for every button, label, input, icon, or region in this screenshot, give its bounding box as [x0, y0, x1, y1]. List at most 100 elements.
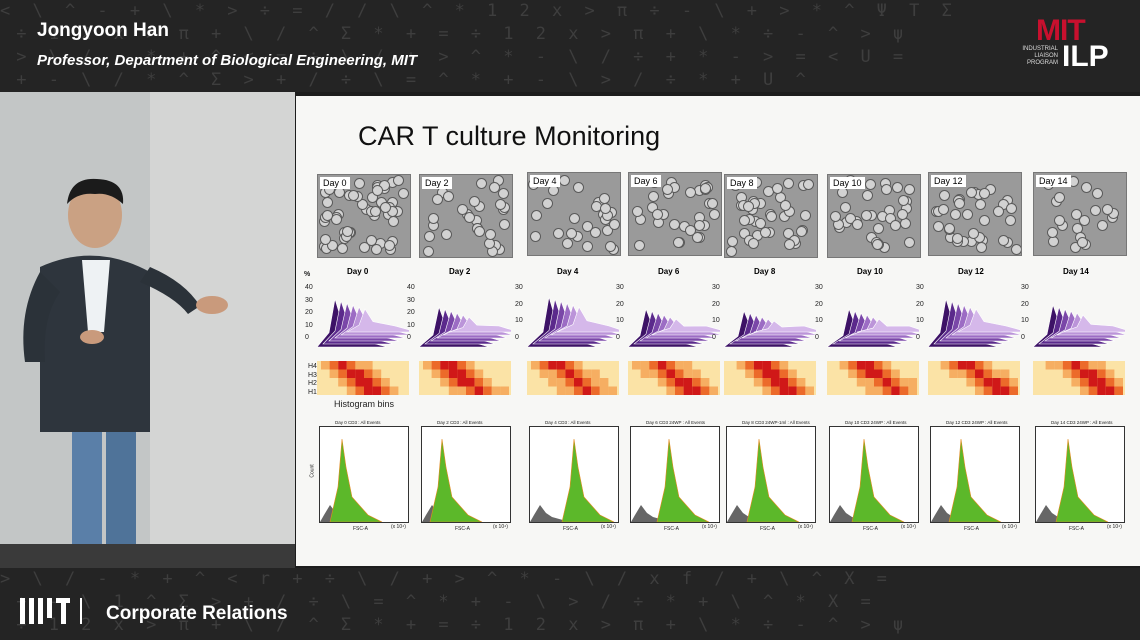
cell-dot — [871, 239, 883, 251]
slide-title: CAR T culture Monitoring — [358, 121, 661, 151]
heatmap-cell — [762, 369, 771, 378]
cell-dot — [494, 198, 506, 210]
heatmap-cell — [666, 369, 675, 378]
ridge-day-label: Day 12 — [958, 267, 984, 276]
ridge-series — [448, 316, 511, 333]
cell-dot — [331, 214, 343, 226]
heatmap-cell — [891, 378, 900, 387]
ridge-y-tick: 30 — [815, 284, 823, 291]
cell-dot — [865, 179, 877, 191]
heatmap-cell — [865, 369, 874, 378]
heatmap-cell — [779, 361, 789, 370]
heatmap-cell — [1062, 369, 1072, 378]
heatmap-cell — [389, 386, 399, 395]
heatmap-cell — [683, 378, 693, 387]
cell-dot — [608, 218, 620, 230]
ridge-y-tick: 40 — [305, 284, 313, 291]
debris-population — [530, 505, 570, 522]
heatmap-cell — [657, 361, 667, 370]
heatmap-cell — [856, 369, 866, 378]
cell-dot — [569, 213, 581, 225]
cell-dot — [759, 226, 771, 238]
heatmap-cell — [1088, 361, 1098, 370]
flow-x-unit: (x 10⁴) — [1002, 524, 1017, 530]
heatmap-panel — [827, 361, 919, 395]
flow-histogram — [319, 426, 409, 523]
ridge-y-tick: 0 — [515, 334, 519, 341]
ridge-series — [1062, 314, 1125, 333]
heatmap-cell — [591, 378, 600, 387]
heatmap-cell — [381, 386, 390, 395]
heatmap-cell — [891, 386, 900, 395]
heatmap-cell — [548, 378, 557, 387]
cell-dot — [371, 243, 383, 255]
flow-histogram — [630, 426, 720, 523]
heatmap-cell — [457, 386, 466, 395]
heatmap-cell — [1097, 386, 1106, 395]
heatmap-cell — [548, 369, 557, 378]
flow-y-label: Count — [309, 464, 316, 478]
heatmap-cell — [865, 378, 874, 387]
cell-dot — [320, 233, 332, 245]
heatmap-cell — [364, 361, 373, 370]
cell-dot — [830, 211, 842, 222]
heatmap-cell — [966, 369, 975, 378]
heatmap-cell — [683, 361, 693, 370]
heatmap-cell — [666, 386, 675, 395]
heatmap-cell — [431, 361, 441, 370]
cell-population — [948, 438, 1002, 522]
heatmap-cell — [709, 386, 718, 395]
micrograph-panel: Day 12 — [928, 172, 1022, 256]
heatmap-cell — [788, 378, 797, 387]
heatmap-cell — [556, 386, 566, 395]
heatmap-cell — [440, 369, 449, 378]
heatmap-cell — [675, 369, 684, 378]
ridge-y-tick: 20 — [407, 309, 415, 316]
ridgeline-plot — [1033, 303, 1125, 348]
micrograph-panel: Day 8 — [724, 174, 818, 258]
heatmap-cell — [891, 369, 900, 378]
ridge-y-tick: 20 — [305, 309, 313, 316]
cell-dot — [388, 215, 400, 227]
cell-dot — [700, 183, 712, 195]
debris-population — [727, 505, 767, 522]
heatmap-cell — [423, 361, 432, 370]
cell-dot — [904, 237, 916, 249]
cell-dot — [484, 229, 496, 241]
heatmap-cell — [762, 378, 771, 387]
cell-dot — [993, 206, 1005, 218]
micrograph-day-label: Day 12 — [931, 175, 966, 187]
heatmap-cell — [992, 386, 1001, 395]
cell-dot — [685, 225, 697, 237]
heatmap-cell — [1071, 369, 1080, 378]
cell-dot — [694, 220, 706, 232]
heat-row-label: H1 — [308, 388, 317, 396]
ridge-y-tick: 30 — [916, 284, 924, 291]
heatmap-cell — [466, 361, 475, 370]
flow-x-unit: (x 10⁴) — [901, 524, 916, 530]
heat-row-label: H4 — [308, 363, 317, 370]
ridge-day-label: Day 8 — [754, 267, 776, 276]
heatmap-cell — [355, 378, 364, 387]
heatmap-cell — [457, 378, 466, 387]
cell-dot — [748, 238, 760, 250]
cell-dot — [852, 219, 863, 231]
heatmap-cell — [745, 369, 754, 378]
heatmap-cell — [779, 386, 789, 395]
cell-dot — [944, 222, 956, 234]
flow-x-label: FSC-A — [563, 526, 578, 532]
flow-x-label: FSC-A — [964, 526, 979, 532]
ridge-series — [345, 308, 409, 333]
heatmap-cell — [448, 386, 458, 395]
heatmap-cell — [983, 386, 993, 395]
heatmap-cell — [640, 369, 650, 378]
cell-dot — [440, 229, 452, 241]
heatmap-cell — [899, 378, 909, 387]
flow-x-label: FSC-A — [455, 526, 470, 532]
cell-dot — [652, 209, 664, 221]
ridge-y-tick: 0 — [815, 334, 819, 341]
ridge-day-label: Day 4 — [557, 267, 579, 276]
cell-dot — [559, 174, 571, 186]
heatmap-cell — [1105, 378, 1115, 387]
heatmap-cell — [1009, 386, 1018, 395]
